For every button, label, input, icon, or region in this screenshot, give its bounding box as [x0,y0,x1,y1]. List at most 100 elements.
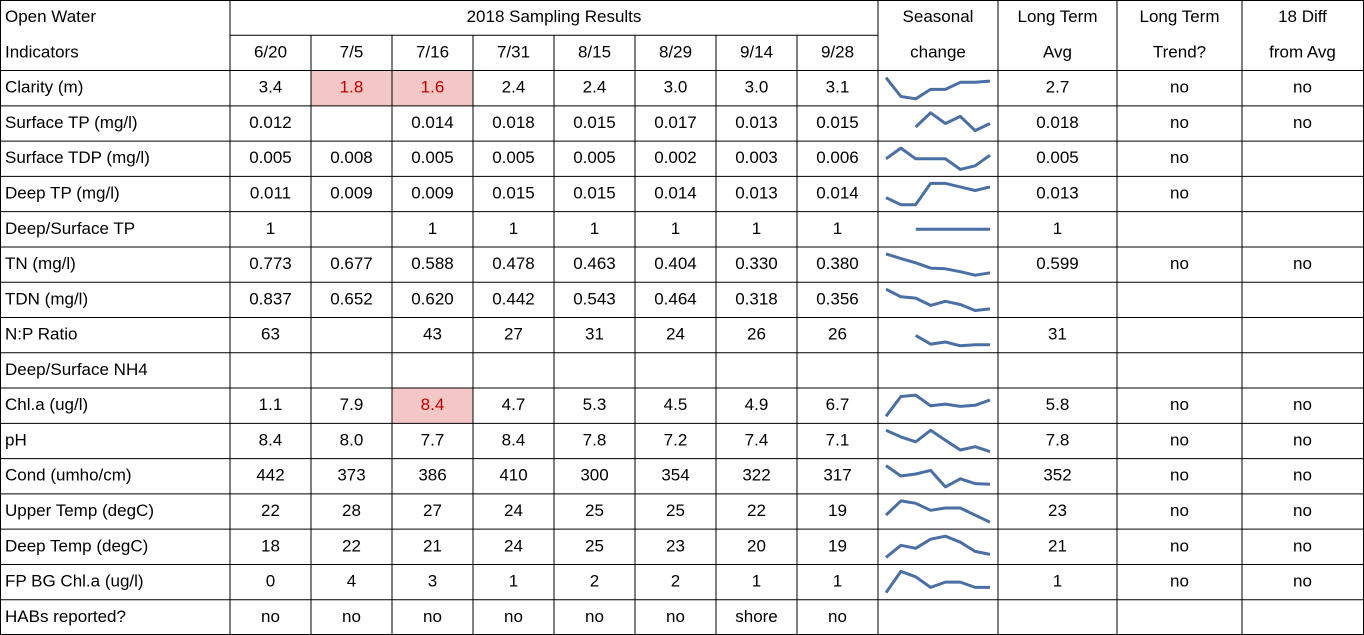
cell-value: 3.0 [664,78,688,97]
row-label: pH [5,430,27,449]
sparkline [884,76,991,101]
cell-value: 0.677 [330,254,373,273]
cell-value: 31 [585,325,604,344]
cell-value: 18 [261,536,280,555]
cell-value: 2 [671,572,680,591]
cell-value: 0.005 [492,148,535,167]
cell-value: 0.543 [573,289,616,308]
cell-value: 0.652 [330,289,373,308]
row-label: Surface TDP (mg/l) [5,148,150,167]
header-date: 8/15 [578,42,611,61]
cell-value: 0 [266,572,275,591]
cell-value: 1 [509,572,518,591]
sparkline [885,464,991,489]
cell-value: 1 [428,219,437,238]
cell-diff: no [1293,536,1312,555]
cell-value: 2 [590,572,599,591]
cell-trend: no [1170,184,1189,203]
cell-avg: 0.599 [1036,254,1079,273]
cell-value: 0.478 [492,254,535,273]
cell-value: 8.4 [259,430,283,449]
cell-value: 317 [823,466,851,485]
header-text: Indicators [5,42,79,61]
cell-value: no [585,607,604,626]
cell-value: 1 [833,572,842,591]
cell-value: 442 [256,466,284,485]
cell-value: 28 [342,501,361,520]
cell-value: 0.015 [492,184,535,203]
sparkline [914,334,990,348]
cell-avg: 0.013 [1036,184,1079,203]
cell-value: 0.014 [816,184,859,203]
cell-trend: no [1170,501,1189,520]
highlight-cell [392,70,473,106]
cell-value: 354 [661,466,689,485]
row-label: Deep Temp (degC) [5,536,148,555]
header-date: 7/31 [497,42,530,61]
cell-avg: 0.018 [1036,113,1079,132]
row-label: N:P Ratio [5,325,77,344]
cell-value: 7.7 [421,430,445,449]
cell-value: 0.380 [816,254,859,273]
cell-value: 0.588 [411,254,454,273]
cell-value: 1.1 [259,395,283,414]
cell-value: 410 [499,466,527,485]
cell-value: 1 [833,219,842,238]
cell-trend: no [1170,430,1189,449]
header-date: 8/29 [659,42,692,61]
header-text: Long Term [1017,7,1097,26]
cell-diff: no [1293,572,1312,591]
cell-value: 22 [261,501,280,520]
cell-value: 4.7 [502,395,526,414]
cell-value: no [342,607,361,626]
cell-diff: no [1293,466,1312,485]
cell-avg: 1 [1053,219,1062,238]
cell-value: 24 [504,501,523,520]
cell-trend: no [1170,572,1189,591]
cell-value: 0.011 [250,184,291,203]
header-text: Avg [1043,42,1072,61]
sparkline [885,252,991,277]
header-date: 9/28 [821,42,854,61]
cell-value: 0.005 [411,148,454,167]
cell-value: 25 [585,536,604,555]
cell-value: 21 [423,536,442,555]
cell-trend: no [1170,148,1189,167]
cell-value: 0.015 [573,113,616,132]
header-text: Trend? [1153,42,1206,61]
cell-value: 25 [666,501,685,520]
cell-value: 24 [666,325,685,344]
cell-value: shore [735,607,778,626]
cell-value: 1 [752,219,761,238]
header-date: 6/20 [254,42,287,61]
cell-avg: 1 [1053,572,1062,591]
header-date: 7/5 [340,42,364,61]
cell-value: no [423,607,442,626]
cell-avg: 21 [1048,536,1067,555]
cell-value: 0.002 [654,148,697,167]
cell-value: 1.6 [421,78,445,97]
cell-value: no [261,607,280,626]
cell-value: 0.463 [573,254,616,273]
row-label: Deep/Surface NH4 [5,360,148,379]
cell-value: 3.0 [745,78,769,97]
cell-avg: 23 [1048,501,1067,520]
header-text: Seasonal [903,7,974,26]
cell-value: 6.7 [826,395,850,414]
cell-avg: 5.8 [1046,395,1070,414]
cell-value: 322 [742,466,770,485]
cell-value: 0.003 [735,148,778,167]
cell-diff: no [1293,113,1312,132]
sparkline [885,146,991,171]
row-label: HABs reported? [5,607,126,626]
row-label: Upper Temp (degC) [5,501,154,520]
cell-avg: 2.7 [1046,78,1070,97]
cell-avg: 31 [1048,325,1067,344]
cell-value: 2.4 [502,78,526,97]
cell-value: 0.442 [492,289,535,308]
cell-value: 8.4 [502,430,526,449]
cell-value: 25 [585,501,604,520]
cell-value: 3.1 [826,78,850,97]
cell-value: no [666,607,685,626]
